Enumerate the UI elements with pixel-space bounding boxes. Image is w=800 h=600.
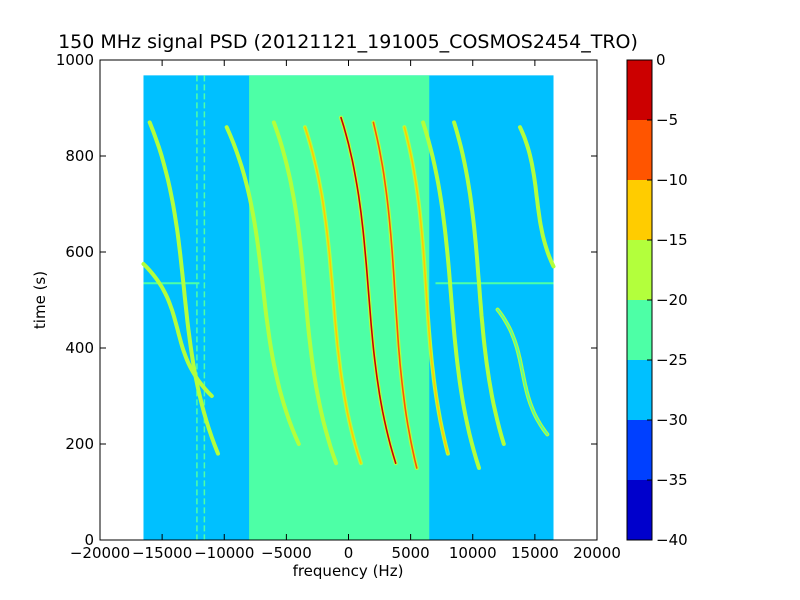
y-tick-label-3: 600 (65, 243, 94, 261)
trace-8 (422, 121, 480, 469)
y-tick-label-0: 0 (84, 531, 94, 549)
trace-11 (496, 308, 549, 436)
x-tick-label-4: 0 (344, 544, 354, 562)
y-axis-label: time (s) (31, 271, 49, 329)
y-tick-label-5: 1000 (56, 51, 94, 69)
colorbar-bin-1 (627, 420, 652, 480)
colorbar-tick-label-2: −30 (656, 411, 688, 429)
trace-7 (403, 126, 449, 455)
trace-5 (340, 116, 397, 464)
colorbar-tick-label-5: −15 (656, 231, 688, 249)
trace-4 (304, 126, 362, 464)
x-tick-label-5: 5000 (392, 544, 430, 562)
colorbar-bin-0 (627, 480, 652, 540)
y-axis: 0 200 400 600 800 1000 (56, 51, 597, 549)
colorbar: −40 −35 −30 −25 −20 −15 −10 −5 0 (626, 51, 688, 549)
x-tick-label-6: 10000 (449, 544, 497, 562)
colorbar-bin-7 (627, 60, 652, 120)
colorbar-tick-label-1: −35 (656, 471, 688, 489)
x-tick-label-0: −20000 (70, 544, 130, 562)
x-tick-label-8: 20000 (573, 544, 621, 562)
chart-title: 150 MHz signal PSD (20121121_191005_COSM… (58, 31, 638, 53)
trace-2 (225, 126, 300, 445)
x-tick-label-2: −10000 (194, 544, 254, 562)
trace-9 (453, 121, 505, 445)
y-tick-label-1: 200 (65, 435, 94, 453)
colorbar-tick-label-4: −20 (656, 291, 688, 309)
colorbar-tick-label-6: −10 (656, 171, 688, 189)
trace-0 (148, 121, 219, 455)
trace-3 (273, 121, 337, 464)
plot-area: −20000 −15000 −10000 −5000 0 5000 10000 15000 20… (56, 51, 621, 562)
heatmap-central-band (249, 75, 430, 541)
x-tick-label-7: 15000 (511, 544, 559, 562)
trace-1 (142, 263, 213, 397)
x-tick-label-1: −15000 (132, 544, 192, 562)
colorbar-bin-2 (627, 360, 652, 420)
colorbar-bin-6 (627, 120, 652, 180)
colorbar-tick-label-7: −5 (656, 111, 678, 129)
x-axis: −20000 −15000 −10000 −5000 0 5000 10000 15000 20… (70, 60, 621, 562)
colorbar-bin-5 (627, 180, 652, 240)
trace-6 (372, 121, 418, 469)
colorbar-bin-4 (627, 240, 652, 300)
x-axis-label: frequency (Hz) (293, 562, 404, 580)
colorbar-tick-label-3: −25 (656, 351, 688, 369)
x-tick-label-3: −5000 (261, 544, 312, 562)
colorbar-tick-label-8: 0 (656, 51, 666, 69)
colorbar-bin-3 (627, 300, 652, 360)
trace-10 (519, 126, 555, 268)
y-tick-label-2: 400 (65, 339, 94, 357)
spectrogram-heatmap (141, 75, 556, 541)
y-tick-label-4: 800 (65, 147, 94, 165)
colorbar-tick-label-0: −40 (656, 531, 688, 549)
